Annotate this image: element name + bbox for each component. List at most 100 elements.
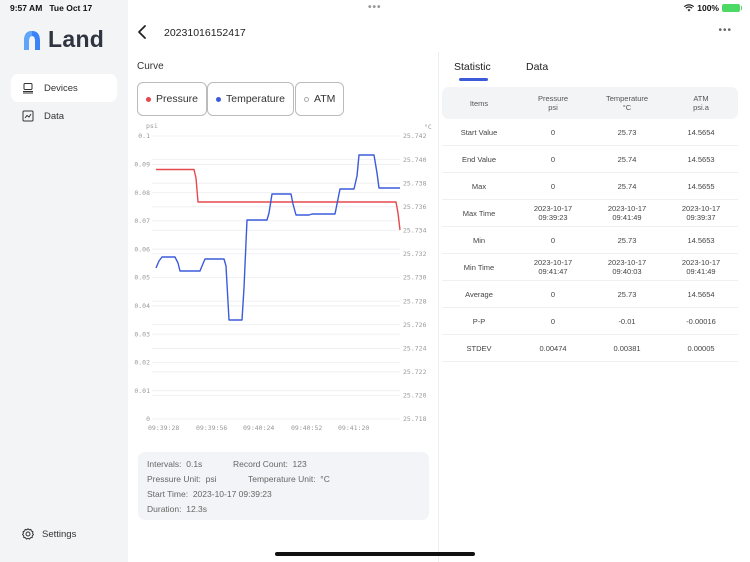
table-cell: 25.74 [617,181,637,191]
svg-text:25.724: 25.724 [403,345,427,353]
table-cell: 0 [550,181,556,191]
table-row: End Value 0 25.74 14.5653 [442,146,738,173]
status-indicators: 100% [684,3,742,13]
svg-text:25.736: 25.736 [403,203,427,211]
svg-text:0.02: 0.02 [134,359,150,367]
legend-toggle-temperature[interactable]: Temperature [207,82,294,116]
table-cell: 0 [550,127,556,137]
table-row: Max 0 25.74 14.5655 [442,173,738,200]
svg-text:25.730: 25.730 [403,274,427,282]
x-axis: 09:39:28 09:39:56 09:40:24 09:40:52 09:4… [148,424,369,432]
svg-text:25.726: 25.726 [403,321,427,329]
svg-text:25.732: 25.732 [403,250,427,258]
svg-text:25.740: 25.740 [403,156,427,164]
atm-dot-icon [304,96,309,102]
svg-text:0.04: 0.04 [134,302,150,310]
svg-text:25.738: 25.738 [403,179,427,187]
table-cell: 14.5654 [687,127,715,137]
tab-statistic[interactable]: Statistic [454,61,491,73]
svg-text:25.734: 25.734 [403,227,427,235]
table-cell: 2023-10-17 09:40:03 [607,258,647,276]
svg-text:25.728: 25.728 [403,297,427,305]
svg-text:09:39:56: 09:39:56 [196,424,227,432]
table-cell: 0 [550,154,556,164]
table-cell: 14.5653 [687,154,715,164]
table-cell: 0 [550,235,556,245]
table-row: STDEV 0.00474 0.00381 0.00005 [442,335,738,362]
status-time: 9:57 AM Tue Oct 17 [10,3,93,13]
table-cell: 0 [550,316,556,326]
logo-text: Land [48,26,105,52]
table-row: Max Time 2023-10-17 09:39:23 2023-10-17 09:4… [442,200,738,227]
table-cell: 0.00474 [539,343,567,353]
info-units-row: Pressure Unit: psi Temperature Unit: °C [147,474,330,484]
curve-chart[interactable]: psi 0.1 0.09 0.08 0.07 0.06 0.05 0.04 0.… [130,118,438,438]
laptop-icon [23,83,33,94]
panel-divider [438,52,439,562]
svg-text:0.01: 0.01 [134,387,150,395]
settings-label: Settings [42,528,77,540]
table-cell: 0.00005 [687,343,715,353]
sidebar-item-label: Data [44,110,65,122]
header-atm: ATM psi.a [693,94,709,112]
sidebar-item-data[interactable]: Data [11,102,117,130]
multitask-dots-icon[interactable]: ••• [368,2,382,13]
table-cell: Average [465,289,493,299]
sidebar-item-label: Devices [44,82,78,94]
info-duration-row: Duration: 12.3s [147,504,208,514]
land-logo-icon [24,30,40,50]
more-options-icon[interactable]: ••• [718,25,732,36]
svg-text:25.722: 25.722 [403,368,427,376]
svg-text:0.06: 0.06 [134,245,150,253]
table-cell: P-P [472,316,486,326]
gear-icon [22,528,34,540]
table-cell: -0.01 [618,316,636,326]
table-cell: 14.5653 [687,235,715,245]
curve-heading: Curve [137,61,164,72]
legend-toggle-pressure[interactable]: Pressure [137,82,208,116]
record-info-card: Intervals: 0.1s Record Count: 123 Pressu… [138,452,429,520]
svg-text:09:39:28: 09:39:28 [148,424,179,432]
table-cell: 25.74 [617,154,637,164]
header-temperature: Temperature °C [605,94,649,112]
pressure-dot-icon [146,96,151,102]
svg-text:0.1: 0.1 [138,132,150,140]
svg-text:0.03: 0.03 [134,330,150,338]
table-cell: STDEV [466,343,492,353]
page-title: 20231016152417 [164,27,246,39]
svg-text:0.07: 0.07 [134,217,150,225]
header-pressure: Pressure psi [537,94,568,112]
chart-icon [22,110,34,122]
table-body: Start Value 0 25.73 14.5654 End Value 0 25.74 1… [442,119,738,362]
table-cell: End Value [461,154,497,164]
table-cell: 0 [550,289,556,299]
svg-text:0.05: 0.05 [134,274,150,282]
svg-text:0.08: 0.08 [134,189,150,197]
home-indicator[interactable] [275,552,475,556]
table-cell: 2023-10-17 09:39:37 [681,204,721,222]
gridlines [152,135,400,420]
settings-button[interactable]: Settings [22,528,76,540]
table-cell: 14.5654 [687,289,715,299]
back-chevron-icon[interactable] [136,24,148,40]
temperature-line [155,154,400,321]
table-cell: 25.73 [617,289,637,299]
table-cell: Max Time [462,208,496,218]
table-row: Min 0 25.73 14.5653 [442,227,738,254]
legend-toggle-atm[interactable]: ATM [295,82,345,116]
svg-text:°C: °C [424,123,432,131]
right-axis: °C 25.742 25.740 25.738 25.736 25.734 25… [403,123,432,423]
sidebar-item-devices[interactable]: Devices [11,74,117,102]
table-cell: Min Time [463,262,495,272]
tab-data[interactable]: Data [526,61,549,73]
table-cell: 2023-10-17 09:41:47 [533,258,573,276]
table-cell: Min [472,235,486,245]
svg-text:09:40:24: 09:40:24 [243,424,274,432]
table-header: Items Pressure psi Temperature °C ATM psi.a [442,87,738,119]
svg-text:0: 0 [146,415,150,423]
wifi-icon [684,4,695,12]
svg-text:25.718: 25.718 [403,415,427,423]
legend-label: Pressure [156,93,199,105]
table-cell: 2023-10-17 09:41:49 [607,204,647,222]
table-cell: Start Value [460,127,498,137]
